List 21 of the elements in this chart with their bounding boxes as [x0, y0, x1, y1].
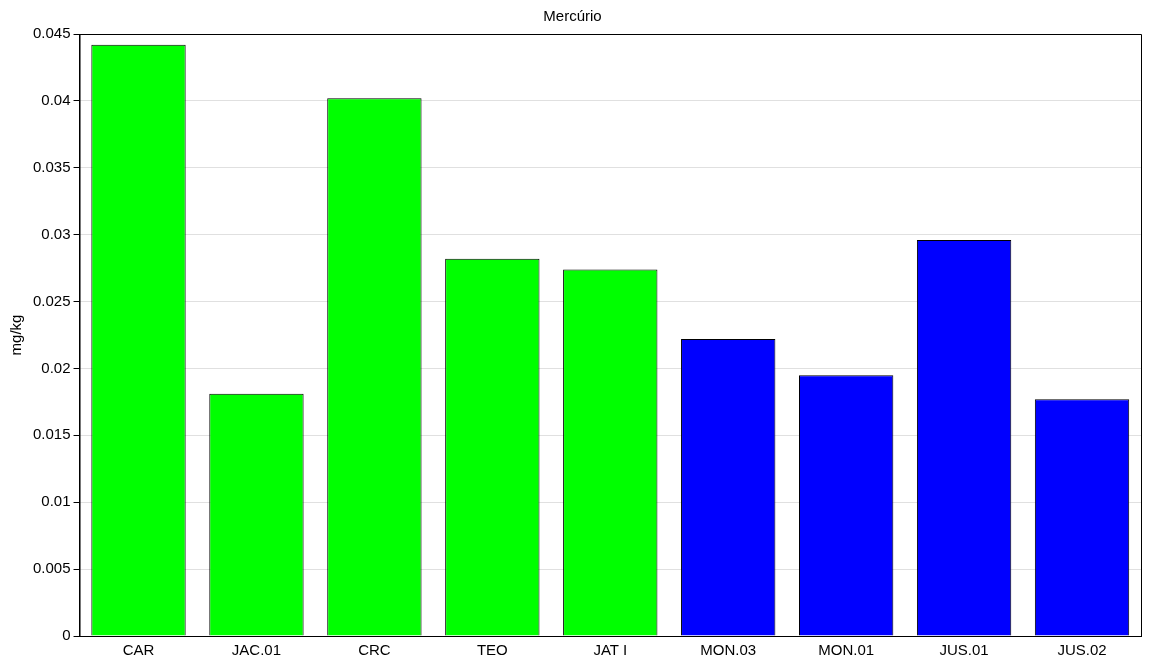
- y-tick-label: 0.015: [32, 425, 71, 443]
- y-tick-label: 0.04: [41, 91, 71, 109]
- y-tick-label: 0.03: [41, 224, 71, 242]
- x-tick-label: JUS.01: [939, 641, 989, 659]
- y-tick-label: 0: [62, 626, 71, 644]
- y-tick-label: 0.005: [32, 559, 71, 577]
- x-tick-label: JAC.01: [231, 641, 282, 659]
- chart-title: Mercúrio: [543, 7, 602, 25]
- x-tick-label: JUS.02: [1057, 641, 1107, 659]
- y-tick-label: 0.02: [41, 358, 71, 376]
- y-tick-label: 0.01: [41, 492, 71, 510]
- x-tick-label: TEO: [476, 641, 508, 659]
- x-tick-label: CRC: [358, 641, 391, 659]
- y-tick-label: 0.035: [32, 157, 71, 175]
- x-tick-label: MON.03: [700, 641, 757, 659]
- x-tick-label: CAR: [122, 641, 155, 659]
- y-axis-title: mg/kg: [7, 314, 25, 356]
- x-tick-label: MON.01: [818, 641, 875, 659]
- y-tick-label: 0.045: [32, 24, 71, 42]
- y-tick-label: 0.025: [32, 291, 71, 309]
- x-tick-label: JAT I: [593, 641, 628, 659]
